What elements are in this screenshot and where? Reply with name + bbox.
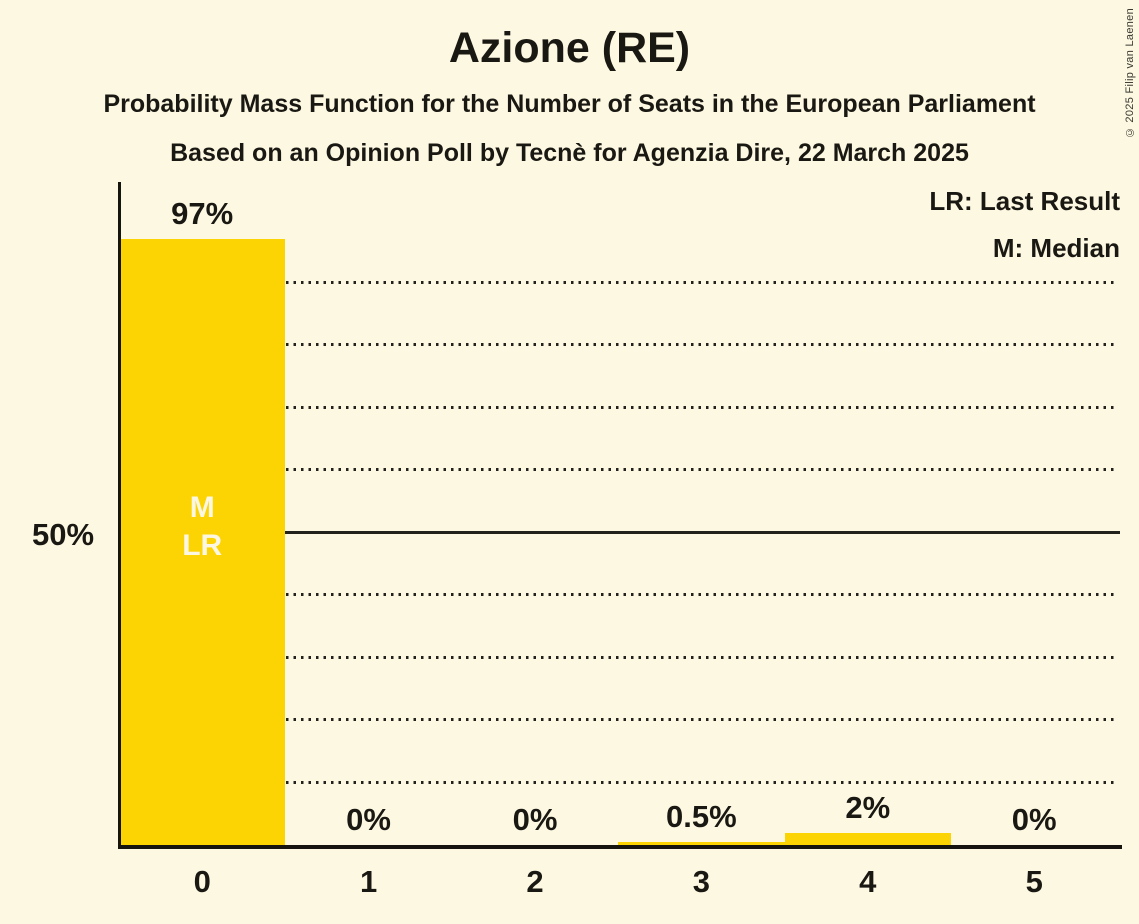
median-last-result-annotation: M LR [182,491,223,562]
bar-seats-0 [119,238,286,845]
bar-value-label-seats-2: 0% [512,802,558,837]
x-tick-label-4: 4 [859,864,877,899]
gridline-80-percent [121,343,1117,346]
chart-subtitle: Probability Mass Function for the Number… [103,90,1036,118]
gridline-50-percent-solid [121,530,1120,534]
x-tick-label-5: 5 [1025,864,1043,899]
x-tick-label-0: 0 [193,864,211,899]
chart-source-line: Based on an Opinion Poll by Tecnè for Ag… [170,139,969,167]
x-axis-line [118,845,1122,849]
bar-value-label-seats-4: 2% [845,789,891,825]
legend-median: M: Median [992,233,1120,263]
bar-seats-4 [784,832,951,845]
bar-value-label-seats-5: 0% [1011,802,1057,837]
gridline-70-percent [121,405,1117,409]
bar-seats-3 [618,841,785,845]
y-axis-tick-label: 50% [31,517,95,552]
bar-value-label-seats-1: 0% [346,802,391,837]
y-axis-line [118,182,121,849]
x-tick-label-3: 3 [692,864,710,899]
gridline-60-percent [121,468,1117,471]
x-tick-label-1: 1 [359,864,378,899]
gridline-90-percent [121,280,1117,284]
bar-value-label-seats-0: 97% [171,195,234,231]
gridline-10-percent [121,780,1117,784]
legend-last-result: LR: Last Result [929,186,1120,216]
chart-title: Azione (RE) [448,24,691,72]
gridline-30-percent [121,655,1117,659]
x-tick-label-2: 2 [526,864,544,899]
bar-value-label-seats-3: 0.5% [666,798,737,834]
gridline-40-percent [121,593,1117,596]
gridline-20-percent [121,718,1117,721]
